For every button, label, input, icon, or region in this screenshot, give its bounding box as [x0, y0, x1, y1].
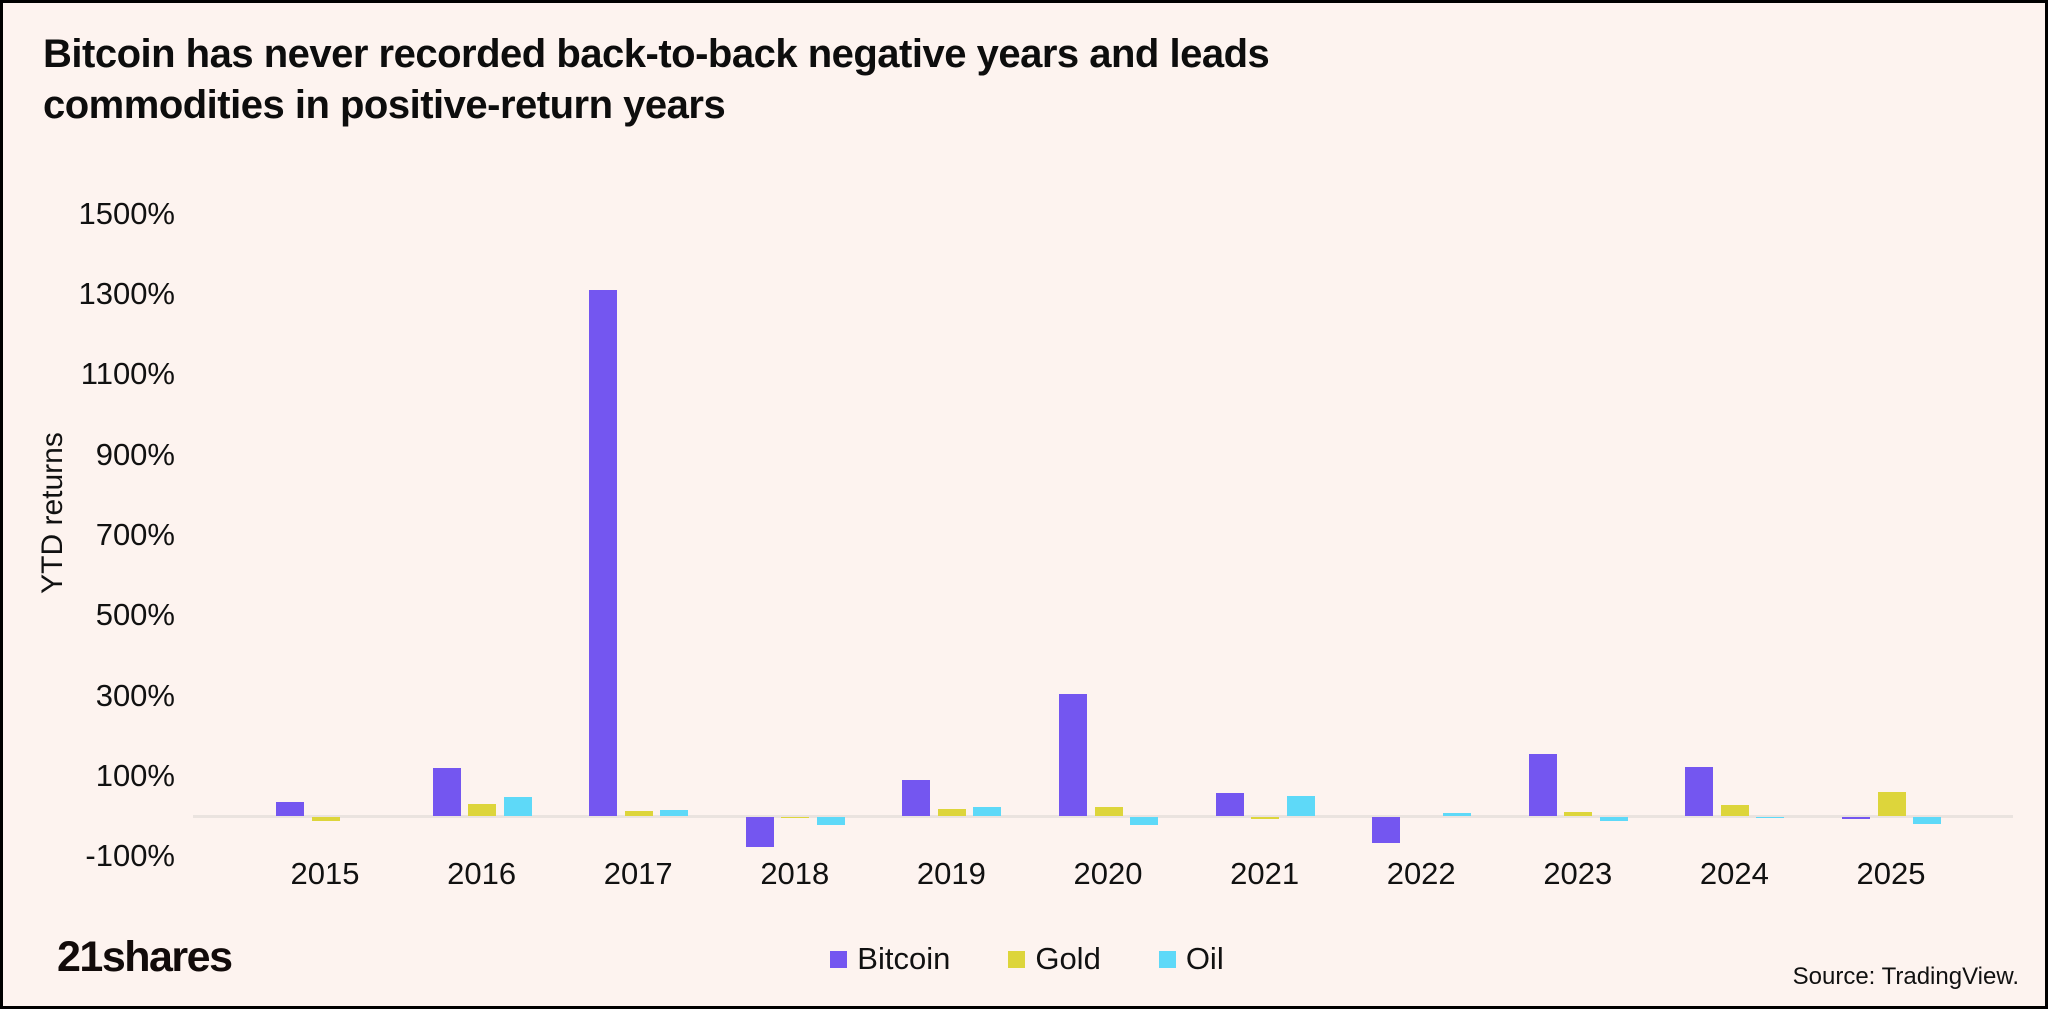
legend-item-gold: Gold	[1008, 941, 1101, 977]
x-label-2023: 2023	[1543, 856, 1613, 891]
y-tick-700: 700%	[95, 516, 175, 552]
y-tick-900: 900%	[95, 436, 175, 472]
legend-swatch-gold	[1008, 950, 1026, 968]
brand-logo: 21shares	[57, 933, 233, 981]
x-label-2016: 2016	[447, 856, 517, 891]
bar-gold-2021	[1251, 817, 1280, 819]
bar-bitcoin-2018	[745, 817, 774, 848]
x-label-2022: 2022	[1386, 856, 1456, 891]
x-label-2018: 2018	[760, 856, 830, 891]
legend: Bitcoin Gold Oil	[3, 941, 2045, 977]
x-label-2025: 2025	[1856, 856, 1926, 891]
legend-item-bitcoin: Bitcoin	[830, 941, 950, 977]
legend-swatch-bitcoin	[830, 950, 848, 968]
bar-gold-2025	[1877, 791, 1906, 816]
bar-oil-2021	[1286, 795, 1315, 816]
bar-bitcoin-2019	[902, 779, 931, 816]
bar-gold-2017	[624, 811, 653, 816]
bar-gold-2018	[781, 817, 810, 819]
bar-bitcoin-2021	[1215, 793, 1244, 816]
x-label-2019: 2019	[916, 856, 986, 891]
y-tick-300: 300%	[95, 677, 175, 713]
chart-title: Bitcoin has never recorded back-to-back …	[43, 32, 1270, 128]
bar-gold-2016	[468, 803, 497, 816]
bar-gold-2015	[311, 817, 340, 822]
x-label-2020: 2020	[1073, 856, 1143, 891]
y-tick-1100: 1100%	[80, 356, 175, 392]
bar-bitcoin-2017	[589, 289, 618, 816]
zero-axis-line	[193, 815, 2013, 818]
x-label-2015: 2015	[290, 856, 360, 891]
bar-oil-2017	[660, 809, 689, 816]
bar-oil-2025	[1913, 817, 1941, 825]
bar-oil-2019	[973, 807, 1002, 816]
bar-gold-2023	[1564, 811, 1593, 816]
bar-bitcoin-2023	[1528, 753, 1557, 816]
bar-bitcoin-2015	[276, 801, 304, 816]
bar-bitcoin-2022	[1372, 817, 1401, 844]
bar-bitcoin-2025	[1842, 817, 1870, 819]
bar-oil-2024	[1756, 817, 1785, 818]
legend-label-gold: Gold	[1035, 941, 1101, 976]
bar-bitcoin-2024	[1685, 767, 1714, 816]
bar-gold-2019	[937, 808, 966, 816]
y-tick-500: 500%	[95, 597, 175, 633]
bar-bitcoin-2020	[1059, 693, 1087, 816]
y-tick-1300: 1300%	[78, 275, 175, 311]
legend-label-oil: Oil	[1185, 941, 1224, 976]
y-tick--100: -100%	[85, 838, 175, 874]
x-label-2021: 2021	[1230, 856, 1300, 891]
source-note: Source: TradingView.	[1792, 963, 2019, 990]
bar-oil-2022	[1443, 812, 1472, 816]
bar-oil-2016	[503, 796, 532, 816]
bar-oil-2023	[1599, 817, 1628, 822]
legend-item-oil: Oil	[1158, 941, 1224, 977]
legend-label-bitcoin: Bitcoin	[857, 941, 951, 976]
y-tick-1500: 1500%	[78, 195, 175, 231]
bar-gold-2020	[1094, 806, 1123, 816]
bar-oil-2020	[1130, 817, 1158, 826]
bar-gold-2024	[1720, 805, 1749, 816]
bar-oil-2018	[816, 817, 845, 826]
legend-swatch-oil	[1158, 950, 1176, 968]
y-tick-100: 100%	[95, 757, 175, 793]
x-label-2017: 2017	[603, 856, 673, 891]
bar-bitcoin-2016	[432, 767, 461, 816]
x-label-2024: 2024	[1699, 856, 1769, 891]
